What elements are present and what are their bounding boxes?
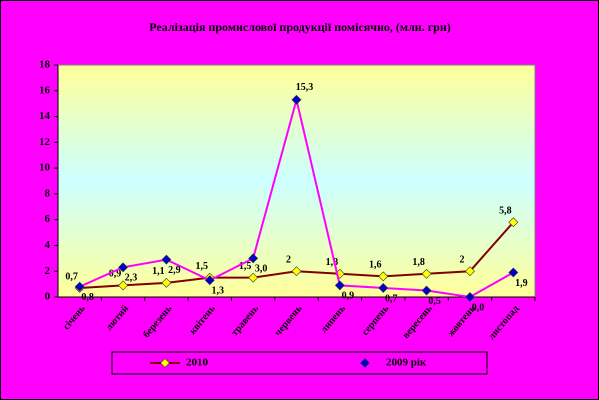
data-label: 0,0 xyxy=(472,302,485,313)
data-label: 1,8 xyxy=(412,257,425,268)
y-tick-label: 6 xyxy=(45,213,51,225)
data-label: 1,3 xyxy=(212,286,225,297)
data-label: 0,7 xyxy=(65,271,78,282)
marker xyxy=(421,285,432,296)
data-label: 1,8 xyxy=(326,257,339,268)
marker xyxy=(118,280,128,291)
data-label: 0,5 xyxy=(428,296,441,307)
marker xyxy=(74,281,85,292)
legend-marker xyxy=(360,358,370,368)
y-tick-label: 18 xyxy=(39,59,51,71)
data-label: 0,9 xyxy=(109,269,122,280)
marker xyxy=(378,283,389,293)
marker xyxy=(508,267,519,278)
data-label: 1,9 xyxy=(515,278,528,289)
y-tick-label: 0 xyxy=(45,291,51,303)
data-label: 0,9 xyxy=(342,291,355,302)
legend-label: 2009 рік xyxy=(386,357,427,369)
y-tick-label: 2 xyxy=(45,265,51,277)
data-label: 1,5 xyxy=(196,261,209,272)
data-label: 0,7 xyxy=(385,293,398,304)
data-label: 2,9 xyxy=(168,265,181,276)
data-label: 15,3 xyxy=(296,82,314,93)
marker xyxy=(508,217,519,228)
y-tick-label: 14 xyxy=(39,110,51,122)
marker xyxy=(248,253,259,264)
marker xyxy=(291,266,302,277)
y-tick-label: 4 xyxy=(45,239,51,251)
data-label: 3,0 xyxy=(255,264,268,275)
marker xyxy=(421,268,432,279)
data-label: 1,1 xyxy=(152,266,165,277)
marker xyxy=(378,271,389,282)
data-label: 2 xyxy=(459,255,464,266)
data-label: 2 xyxy=(286,255,291,266)
marker xyxy=(291,94,302,105)
y-tick-label: 10 xyxy=(39,162,51,174)
data-label: 0,8 xyxy=(81,292,94,303)
data-label: 1,5 xyxy=(239,261,252,272)
marker xyxy=(334,280,345,291)
legend-marker xyxy=(160,358,170,368)
marker xyxy=(248,272,259,283)
legend-label: 2010 xyxy=(186,357,209,369)
y-tick-label: 8 xyxy=(45,187,51,199)
marker xyxy=(161,254,172,265)
y-tick-label: 16 xyxy=(39,84,51,96)
marker xyxy=(465,292,475,302)
y-tick-label: 12 xyxy=(39,136,51,148)
marker xyxy=(161,277,172,288)
marker xyxy=(118,262,128,273)
data-label: 5,8 xyxy=(499,206,512,217)
marker xyxy=(465,266,475,277)
legend-box xyxy=(111,351,488,375)
data-label: 1,6 xyxy=(369,260,382,271)
data-label: 2,3 xyxy=(125,273,138,284)
marker xyxy=(204,275,215,286)
chart-title: Реалізація промислової продукції помісяч… xyxy=(149,20,451,34)
